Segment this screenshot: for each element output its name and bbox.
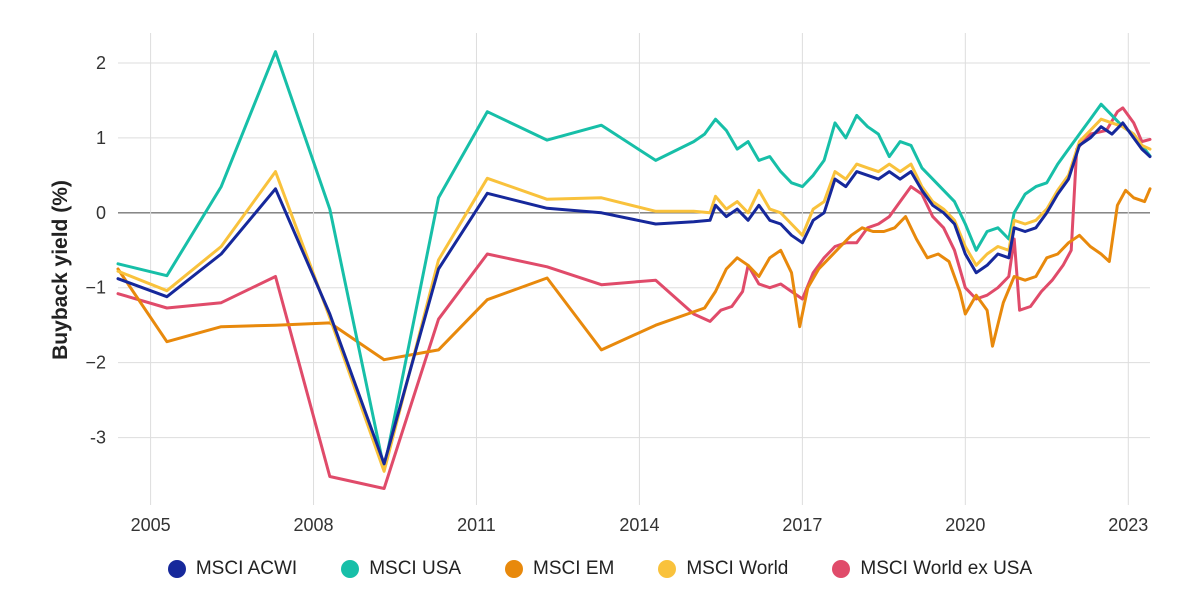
x-tick-label: 2023 xyxy=(1108,515,1148,535)
series-line-msci-world xyxy=(116,117,1152,473)
y-tick-label: 1 xyxy=(96,128,106,148)
x-tick-label: 2017 xyxy=(782,515,822,535)
legend: MSCI ACWI MSCI USA MSCI EM MSCI World MSCI W… xyxy=(0,558,1200,580)
chart-svg: -3 −2 −1 0 1 2 2005 2008 2011 2014 2017 2020 2023 Bu… xyxy=(49,33,1152,535)
x-tick-label: 2005 xyxy=(131,515,171,535)
legend-item-msci-em: MSCI EM xyxy=(505,558,614,580)
legend-label: MSCI USA xyxy=(369,558,462,579)
y-tick-label: −1 xyxy=(85,278,106,298)
series-line-msci-usa xyxy=(116,50,1152,471)
legend-swatch xyxy=(341,560,360,578)
legend-swatch xyxy=(658,560,677,578)
legend-item-msci-acwi: MSCI ACWI xyxy=(167,558,298,580)
series-layer xyxy=(116,50,1152,490)
series-line-msci-em xyxy=(116,187,1152,362)
series-line-msci-acwi xyxy=(116,121,1152,466)
legend-item-msci-usa: MSCI USA xyxy=(341,558,461,580)
series-line-msci-world-ex-usa xyxy=(116,106,1152,490)
x-tick-label: 2011 xyxy=(457,515,496,535)
legend-item-msci-world: MSCI World xyxy=(658,558,788,580)
y-tick-label: 2 xyxy=(96,53,106,73)
x-tick-label: 2020 xyxy=(945,515,985,535)
legend-label: MSCI World xyxy=(686,558,789,579)
x-tick-label: 2008 xyxy=(294,515,334,535)
x-tick-label: 2014 xyxy=(619,515,659,535)
legend-swatch xyxy=(832,560,851,578)
legend-label: MSCI World ex USA xyxy=(860,558,1033,579)
legend-item-msci-world-ex-usa: MSCI World ex USA xyxy=(832,558,1032,580)
legend-swatch xyxy=(167,560,186,578)
legend-swatch xyxy=(505,560,524,578)
tick-layer: -3 −2 −1 0 1 2 2005 2008 2011 2014 2017 2020 2023 xyxy=(85,53,1148,535)
y-axis-title: Buyback yield (%) xyxy=(49,180,72,360)
legend-label: MSCI ACWI xyxy=(195,558,298,579)
legend-label: MSCI EM xyxy=(533,558,615,579)
y-tick-label: -3 xyxy=(90,428,106,448)
grid-layer xyxy=(118,33,1150,505)
y-tick-label: −2 xyxy=(85,353,106,373)
y-tick-label: 0 xyxy=(96,203,106,223)
